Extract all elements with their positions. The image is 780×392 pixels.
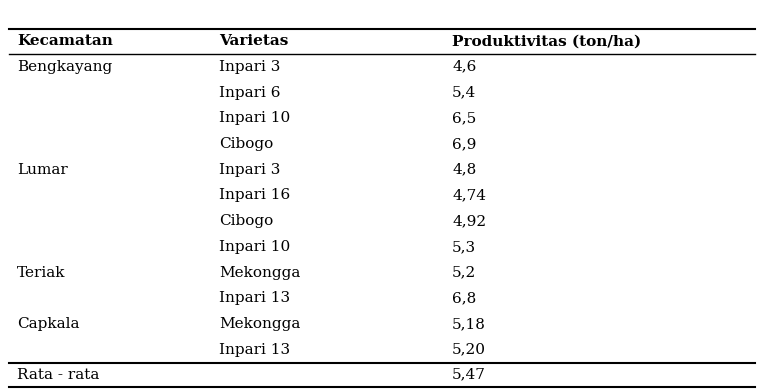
- Text: Bengkayang: Bengkayang: [17, 60, 112, 74]
- Text: 6,8: 6,8: [452, 291, 477, 305]
- Text: 5,4: 5,4: [452, 85, 477, 100]
- Text: 6,9: 6,9: [452, 137, 477, 151]
- Text: Varietas: Varietas: [219, 34, 289, 48]
- Text: Lumar: Lumar: [17, 163, 68, 177]
- Text: 4,74: 4,74: [452, 189, 486, 202]
- Text: Kecamatan: Kecamatan: [17, 34, 113, 48]
- Text: 4,92: 4,92: [452, 214, 486, 228]
- Text: Rata - rata: Rata - rata: [17, 368, 99, 382]
- Text: Inpari 10: Inpari 10: [219, 111, 290, 125]
- Text: Produktivitas (ton/ha): Produktivitas (ton/ha): [452, 34, 641, 48]
- Text: 4,6: 4,6: [452, 60, 477, 74]
- Text: Inpari 13: Inpari 13: [219, 343, 290, 357]
- Text: 6,5: 6,5: [452, 111, 477, 125]
- Text: Inpari 3: Inpari 3: [219, 60, 280, 74]
- Text: Inpari 10: Inpari 10: [219, 240, 290, 254]
- Text: 5,3: 5,3: [452, 240, 477, 254]
- Text: Inpari 3: Inpari 3: [219, 163, 280, 177]
- Text: Inpari 6: Inpari 6: [219, 85, 281, 100]
- Text: 5,47: 5,47: [452, 368, 486, 382]
- Text: Inpari 13: Inpari 13: [219, 291, 290, 305]
- Text: 5,18: 5,18: [452, 317, 486, 331]
- Text: 5,20: 5,20: [452, 343, 486, 357]
- Text: 4,8: 4,8: [452, 163, 477, 177]
- Text: Cibogo: Cibogo: [219, 137, 273, 151]
- Text: Teriak: Teriak: [17, 265, 66, 279]
- Text: Mekongga: Mekongga: [219, 265, 300, 279]
- Text: 5,2: 5,2: [452, 265, 477, 279]
- Text: Cibogo: Cibogo: [219, 214, 273, 228]
- Text: Inpari 16: Inpari 16: [219, 189, 290, 202]
- Text: Mekongga: Mekongga: [219, 317, 300, 331]
- Text: Capkala: Capkala: [17, 317, 80, 331]
